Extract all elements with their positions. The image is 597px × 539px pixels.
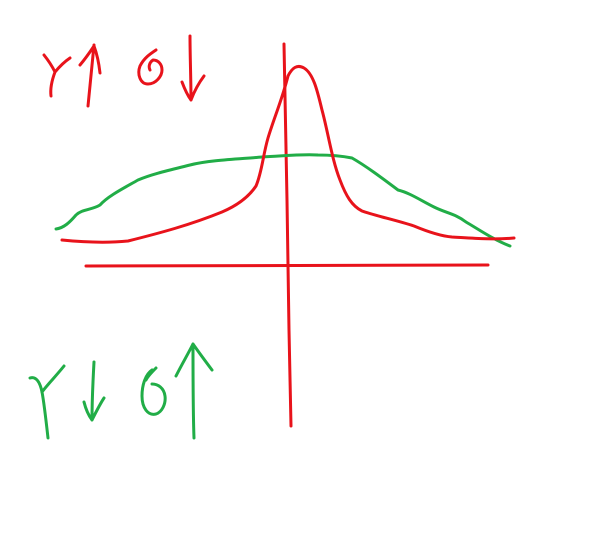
up-arrow-icon [78, 43, 102, 108]
gamma-symbol [42, 53, 72, 98]
bottom-left-annotation [28, 342, 214, 440]
green-wide-curve [54, 153, 512, 248]
gamma-symbol [28, 364, 66, 440]
sigma-symbol [140, 366, 167, 416]
axes [84, 42, 490, 428]
down-arrow-icon [82, 360, 106, 422]
down-arrow-icon [180, 34, 206, 102]
vertical-axis [282, 42, 293, 428]
top-left-annotation [42, 34, 206, 108]
sigma-symbol [137, 48, 164, 86]
red-peak-curve [60, 64, 516, 244]
up-arrow-icon [174, 342, 214, 440]
